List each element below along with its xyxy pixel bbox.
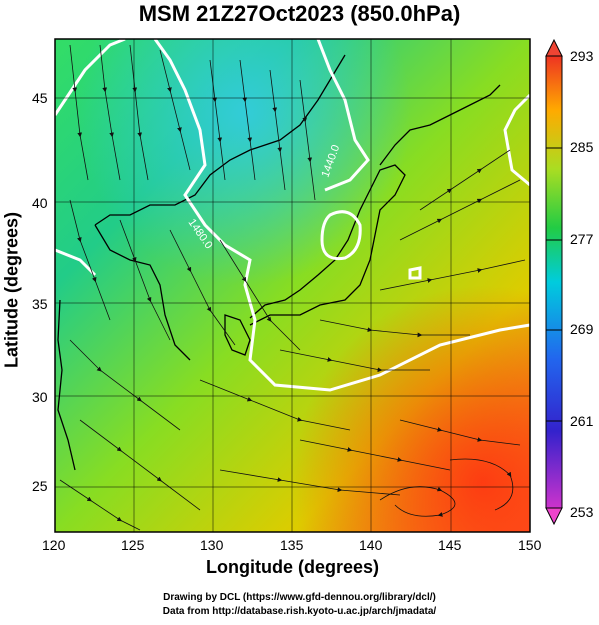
streamlines: [59, 44, 526, 531]
x-tick-130: 130: [200, 537, 224, 553]
colorbar-tick-277: 277: [570, 231, 594, 247]
colorbar-upper-arrow: [545, 38, 563, 57]
x-tick-140: 140: [359, 537, 383, 553]
colorbar-tick-253: 253: [570, 504, 594, 520]
x-tick-150: 150: [518, 537, 542, 553]
x-tick-145: 145: [438, 537, 462, 553]
coastlines: [57, 54, 501, 471]
map-title: MSM 21Z27Oct2023 (850.0hPa): [138, 1, 461, 26]
y-tick-40: 40: [32, 195, 48, 211]
y-tick-30: 30: [32, 389, 48, 405]
map-plot-area: [55, 39, 530, 532]
footer-credit-data: Data from http://database.rish.kyoto-u.a…: [162, 606, 437, 617]
colorbar-tick-269: 269: [570, 321, 594, 337]
lat-lon-grid: [55, 39, 530, 532]
x-tick-135: 135: [280, 537, 304, 553]
y-tick-45: 45: [32, 90, 48, 106]
plot-frame: [54, 38, 531, 533]
colorbar-tick-261: 261: [570, 413, 594, 429]
colorbar: [545, 38, 563, 526]
x-tick-120: 120: [42, 537, 66, 553]
footer-credit-drawing: Drawing by DCL (https://www.gfd-dennou.o…: [163, 592, 436, 603]
colorbar-tick-285: 285: [570, 139, 594, 155]
colorbar-tick-293: 293: [570, 48, 594, 64]
y-tick-25: 25: [32, 478, 48, 494]
y-tick-35: 35: [32, 296, 48, 312]
x-tick-125: 125: [121, 537, 145, 553]
colorbar-lower-arrow: [545, 507, 563, 526]
x-axis-label: Longitude (degrees): [205, 557, 379, 577]
